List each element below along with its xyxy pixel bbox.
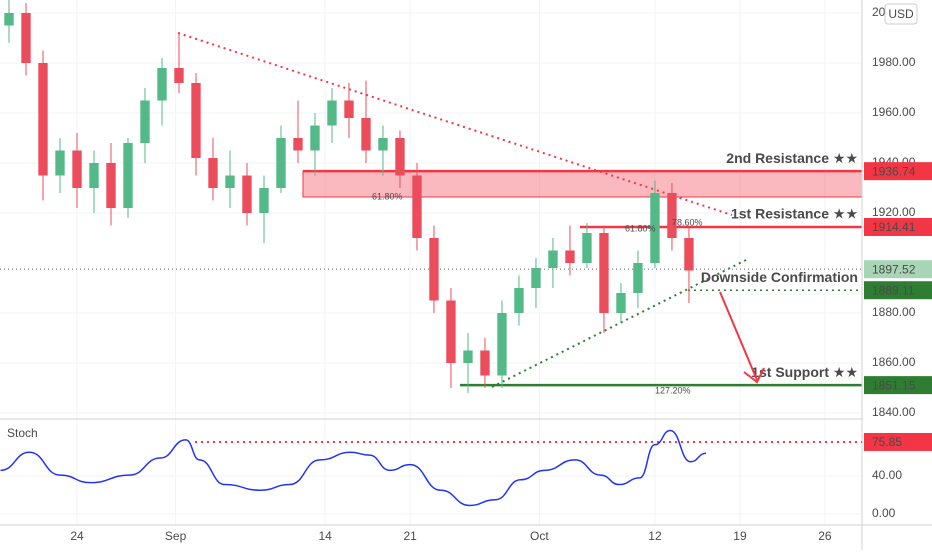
x-tick-label: 21	[403, 529, 417, 543]
x-tick-label: 19	[733, 529, 747, 543]
candle-body	[565, 250, 575, 263]
forecast-arrow	[719, 291, 758, 381]
stoch-panel	[0, 429, 862, 507]
currency: USD	[888, 7, 914, 21]
candle-body	[582, 233, 592, 263]
y-tick-label: 1880.00	[872, 305, 916, 319]
candle-body	[599, 233, 609, 313]
price-label: 1897.52	[872, 262, 916, 276]
x-tick-label: 26	[818, 529, 832, 543]
candle-body	[650, 193, 660, 263]
candle-body	[684, 238, 694, 271]
fib-label: 78.60%	[672, 217, 703, 227]
candle-body	[412, 175, 422, 238]
axes: 1840.00 1860.00 1880.00 1920.00 19 40.00 1960.…	[70, 5, 932, 543]
candle-body	[480, 350, 490, 376]
candle-body	[140, 100, 150, 143]
currency-badge	[884, 3, 918, 25]
candle-body	[89, 163, 99, 188]
candle-body	[242, 175, 252, 213]
candle-body	[191, 83, 201, 158]
candle-body	[4, 13, 14, 26]
fib-label: 61.80%	[372, 191, 403, 201]
fib-label: 61.80%	[625, 223, 656, 233]
price-label: 1914.41	[872, 220, 916, 234]
x-tick-label: 14	[319, 529, 333, 543]
price-label-box	[864, 217, 932, 236]
candle-body	[344, 100, 354, 118]
candle-body	[208, 158, 218, 188]
stoch-line	[0, 429, 707, 507]
price-label-box	[864, 260, 932, 279]
y-tick-label: 1960.00	[872, 105, 916, 119]
y-tick-label: 1860.00	[872, 355, 916, 369]
candle-body	[497, 313, 507, 376]
y-tick-label: 1980.00	[872, 55, 916, 69]
y-tick-label: 0.00	[872, 506, 896, 520]
level-text: 2nd Resistance ★★	[726, 150, 858, 166]
candle-body	[327, 100, 337, 126]
candle-body	[429, 238, 439, 301]
level-text: 1st Support ★★	[751, 364, 858, 380]
candle-body	[548, 250, 558, 268]
candle-body	[667, 193, 677, 238]
price-label-box	[864, 376, 932, 395]
x-tick-label: 24	[70, 529, 84, 543]
candle-body	[123, 143, 133, 208]
candle-body	[361, 118, 371, 151]
candle-body	[225, 175, 235, 188]
candle-body	[446, 300, 456, 363]
forecast-arrow-head	[743, 367, 765, 384]
candle-body	[531, 268, 541, 288]
price-label-box	[864, 432, 932, 451]
y-tick-label: 1840.00	[872, 405, 916, 419]
price-label: 75.85	[872, 435, 902, 449]
candle-body	[72, 150, 82, 188]
y-tick-label: 40.00	[872, 468, 902, 482]
candle-body	[514, 288, 524, 313]
candle-body	[616, 293, 626, 313]
candles	[4, 0, 694, 393]
level-text: Downside Confirmation	[701, 269, 858, 285]
candle-body	[174, 68, 184, 83]
price-label-box	[864, 162, 932, 181]
fib-label: 127.20%	[655, 385, 691, 395]
candle-body	[276, 138, 286, 188]
candle-body	[55, 150, 65, 176]
candle-body	[310, 125, 320, 151]
price-label: 1936.74	[872, 164, 916, 178]
candle-body	[21, 13, 31, 63]
candle-body	[378, 138, 388, 151]
downtrend-line	[177, 32, 733, 216]
x-tick-label: Sep	[165, 529, 187, 543]
price-label: 1851.15	[872, 378, 916, 392]
candle-body	[293, 138, 303, 151]
candle-body	[157, 68, 167, 101]
candle-body	[463, 350, 473, 363]
x-tick-label: 12	[648, 529, 662, 543]
candle-body	[38, 63, 48, 176]
level-text: 1st Resistance ★★	[731, 206, 858, 222]
candle-body	[106, 163, 116, 208]
x-tick-label: Oct	[530, 529, 549, 543]
candle-body	[633, 263, 643, 293]
price-label: 1889.11	[872, 283, 915, 297]
candle-body	[395, 138, 405, 176]
candle-body	[259, 188, 269, 213]
y-tick-label: 1920.00	[872, 205, 916, 219]
price-label-box	[864, 281, 932, 300]
stoch-title: Stoch	[7, 426, 38, 440]
